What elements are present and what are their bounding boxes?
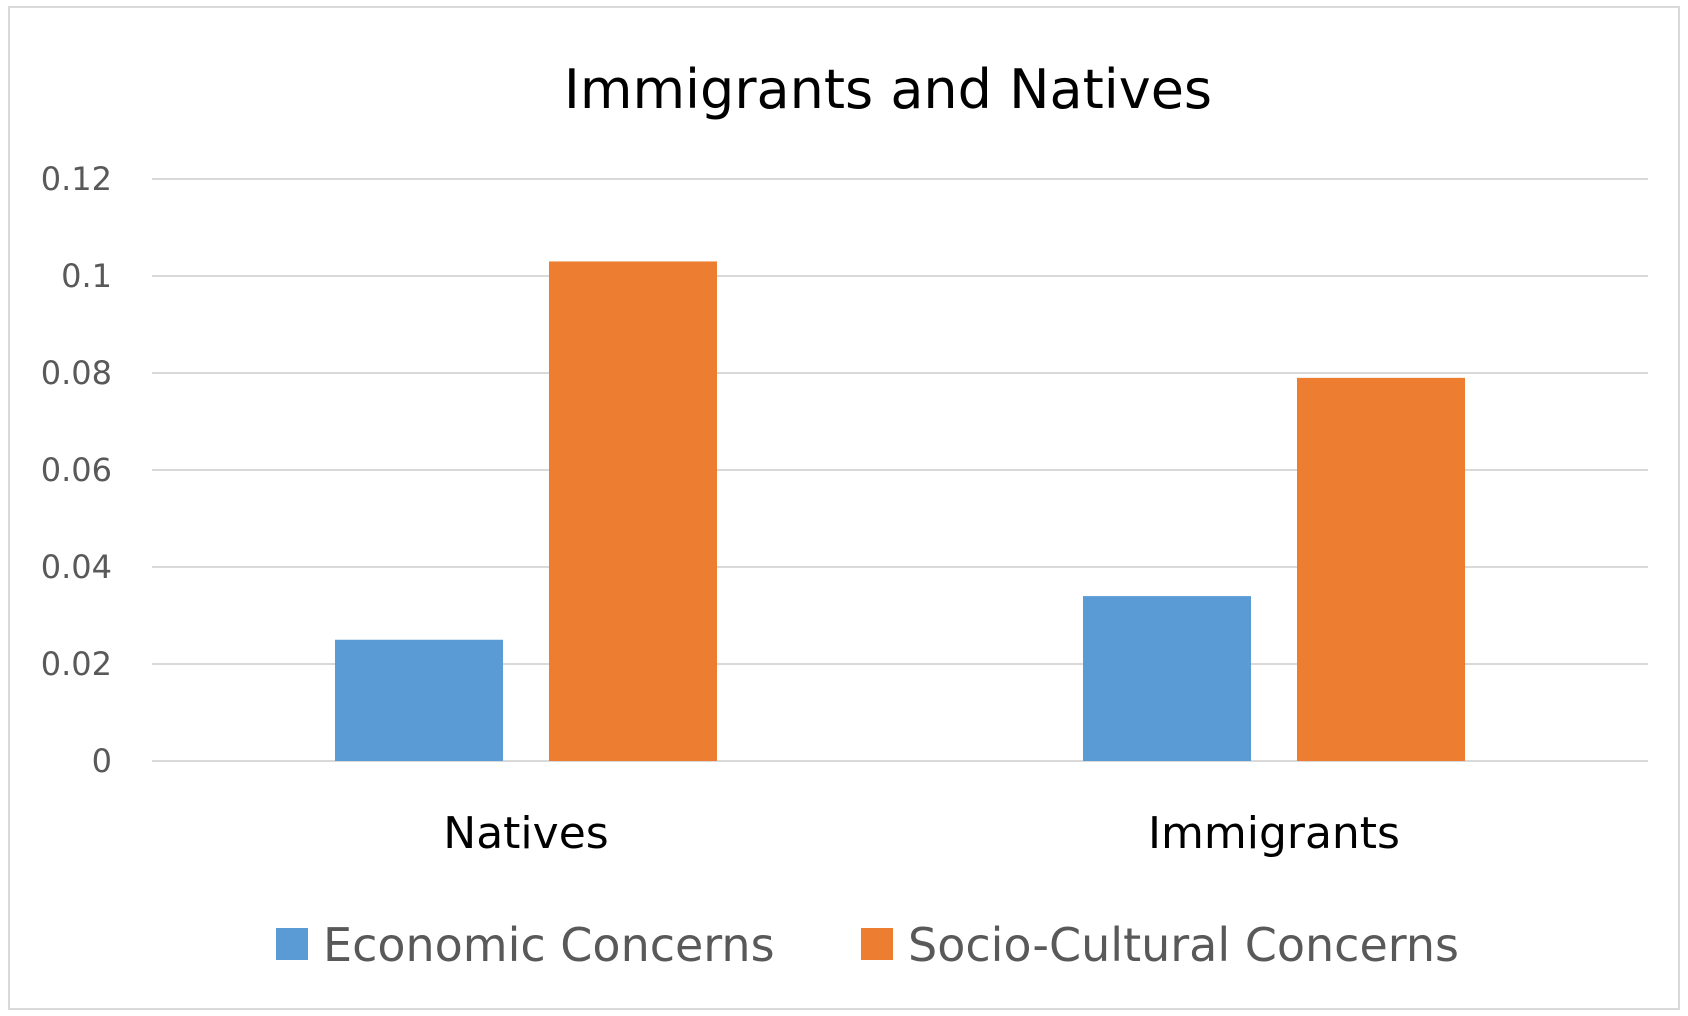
legend: Economic Concerns Socio-Cultural Concerns bbox=[276, 918, 1459, 972]
y-tick-label: 0.12 bbox=[41, 160, 112, 198]
y-tick-label: 0.08 bbox=[41, 354, 112, 392]
legend-swatch bbox=[861, 928, 893, 960]
y-tick-label: 0.1 bbox=[61, 257, 112, 295]
legend-label: Economic Concerns bbox=[323, 918, 775, 972]
legend-swatch bbox=[276, 928, 308, 960]
y-tick-label: 0.02 bbox=[41, 645, 112, 683]
x-category-label: Immigrants bbox=[1148, 808, 1400, 859]
y-axis-ticks: 0 0.02 0.04 0.06 0.08 0.1 0.12 bbox=[41, 160, 112, 780]
y-tick-label: 0.04 bbox=[41, 548, 112, 586]
bar-economic-concerns-natives bbox=[335, 639, 503, 761]
y-tick-label: 0 bbox=[92, 742, 112, 780]
bars bbox=[335, 261, 1465, 761]
x-category-label: Natives bbox=[443, 808, 608, 859]
bar-socio-cultural-concerns-immigrants bbox=[1297, 377, 1465, 761]
bar-socio-cultural-concerns-natives bbox=[549, 261, 717, 761]
bar-economic-concerns-immigrants bbox=[1083, 596, 1251, 761]
legend-label: Socio-Cultural Concerns bbox=[908, 918, 1459, 972]
x-axis-categories: Natives Immigrants bbox=[443, 808, 1400, 859]
chart-title: Immigrants and Natives bbox=[564, 58, 1212, 121]
y-tick-label: 0.06 bbox=[41, 451, 112, 489]
